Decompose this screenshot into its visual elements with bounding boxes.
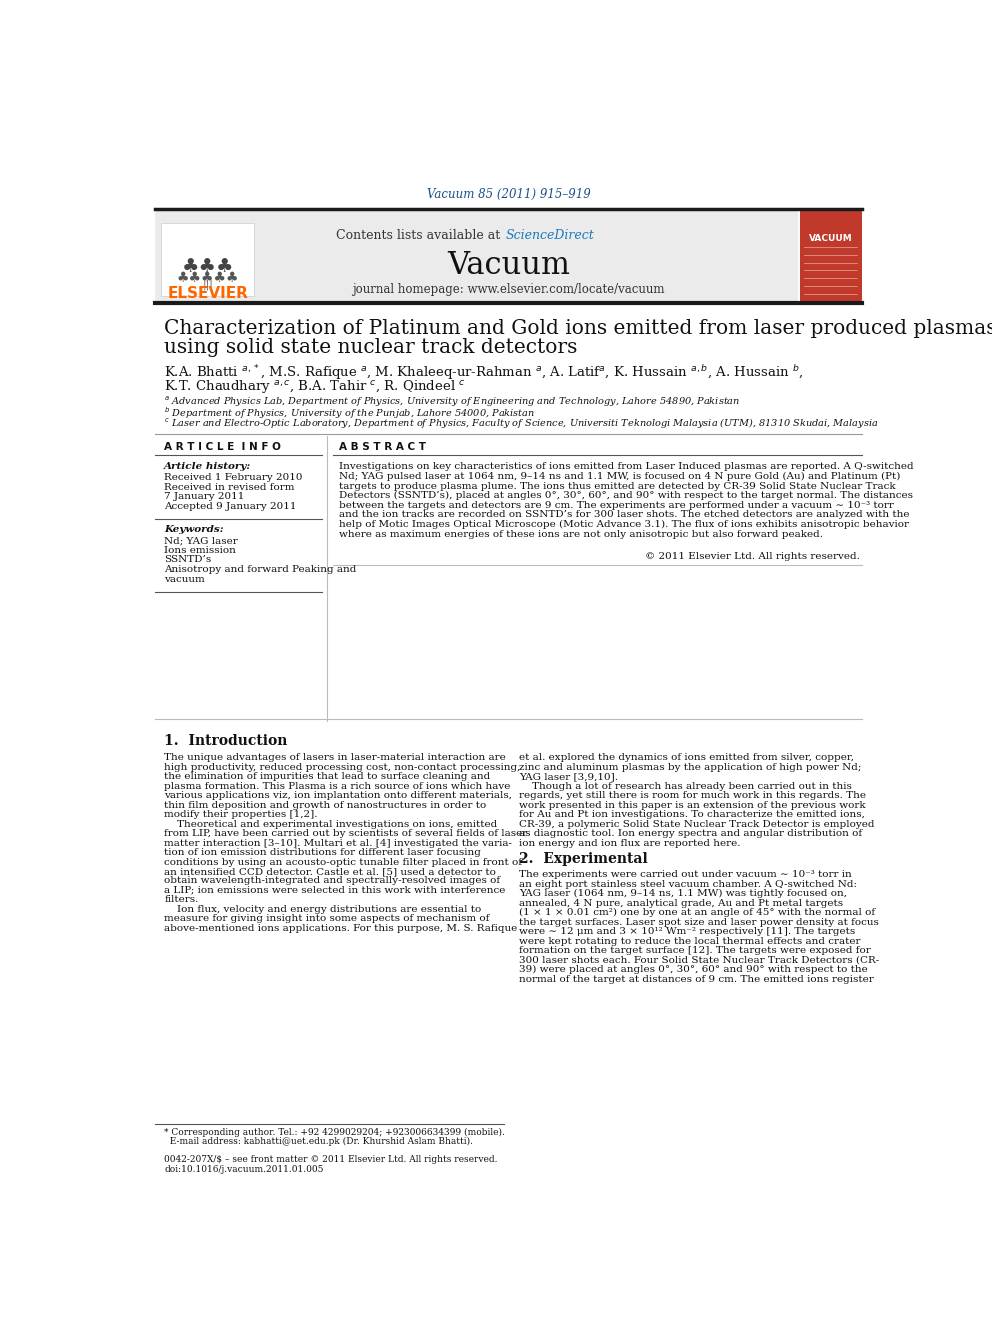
- FancyBboxPatch shape: [800, 209, 862, 302]
- Text: E-mail address: kabhatti@uet.edu.pk (Dr. Khurshid Aslam Bhatti).: E-mail address: kabhatti@uet.edu.pk (Dr.…: [165, 1136, 473, 1146]
- Text: ELSEVIER: ELSEVIER: [168, 286, 248, 302]
- Text: and the ion tracks are recorded on SSNTD’s for 300 laser shots. The etched detec: and the ion tracks are recorded on SSNTD…: [338, 511, 910, 520]
- Text: et al. explored the dynamics of ions emitted from silver, copper,: et al. explored the dynamics of ions emi…: [519, 753, 854, 762]
- Text: YAG laser [3,9,10].: YAG laser [3,9,10].: [519, 773, 618, 782]
- Text: Investigations on key characteristics of ions emitted from Laser Induced plasmas: Investigations on key characteristics of…: [338, 462, 914, 471]
- Text: |||: |||: [202, 279, 213, 290]
- Text: targets to produce plasma plume. The ions thus emitted are detected by CR-39 Sol: targets to produce plasma plume. The ion…: [338, 482, 896, 491]
- Text: 39) were placed at angles 0°, 30°, 60° and 90° with respect to the: 39) were placed at angles 0°, 30°, 60° a…: [519, 964, 868, 974]
- Text: (1 × 1 × 0.01 cm²) one by one at an angle of 45° with the normal of: (1 × 1 × 0.01 cm²) one by one at an angl…: [519, 908, 875, 917]
- Text: Received in revised form: Received in revised form: [165, 483, 295, 492]
- Text: formation on the target surface [12]. The targets were exposed for: formation on the target surface [12]. Th…: [519, 946, 871, 955]
- Text: thin film deposition and growth of nanostructures in order to: thin film deposition and growth of nanos…: [165, 800, 486, 810]
- Text: Ion flux, velocity and energy distributions are essential to: Ion flux, velocity and energy distributi…: [165, 905, 481, 914]
- Text: an intensified CCD detector. Castle et al. [5] used a detector to: an intensified CCD detector. Castle et a…: [165, 867, 496, 876]
- Text: ScienceDirect: ScienceDirect: [505, 229, 594, 242]
- Text: the elimination of impurities that lead to surface cleaning and: the elimination of impurities that lead …: [165, 773, 491, 782]
- Text: K.T. Chaudhary $^{a,c}$, B.A. Tahir $^{c}$, R. Qindeel $^{c}$: K.T. Chaudhary $^{a,c}$, B.A. Tahir $^{c…: [165, 378, 466, 396]
- Text: Vacuum 85 (2011) 915–919: Vacuum 85 (2011) 915–919: [427, 188, 590, 201]
- Text: plasma formation. This Plasma is a rich source of ions which have: plasma formation. This Plasma is a rich …: [165, 782, 511, 791]
- Text: high productivity, reduced processing cost, non-contact processing,: high productivity, reduced processing co…: [165, 763, 521, 771]
- Text: Nd; YAG pulsed laser at 1064 nm, 9–14 ns and 1.1 MW, is focused on 4 N pure Gold: Nd; YAG pulsed laser at 1064 nm, 9–14 ns…: [338, 472, 900, 482]
- Text: Detectors (SSNTD’s), placed at angles 0°, 30°, 60°, and 90° with respect to the : Detectors (SSNTD’s), placed at angles 0°…: [338, 491, 913, 500]
- Text: zinc and aluminum plasmas by the application of high power Nd;: zinc and aluminum plasmas by the applica…: [519, 763, 862, 771]
- Text: the target surfaces. Laser spot size and laser power density at focus: the target surfaces. Laser spot size and…: [519, 918, 879, 926]
- Text: The unique advantages of lasers in laser-material interaction are: The unique advantages of lasers in laser…: [165, 753, 506, 762]
- Text: modify their properties [1,2].: modify their properties [1,2].: [165, 810, 317, 819]
- Text: were ∼ 12 μm and 3 × 10¹² Wm⁻² respectively [11]. The targets: were ∼ 12 μm and 3 × 10¹² Wm⁻² respectiv…: [519, 927, 855, 937]
- Text: where as maximum energies of these ions are not only anisotropic but also forwar: where as maximum energies of these ions …: [338, 529, 822, 538]
- Text: help of Motic Images Optical Microscope (Motic Advance 3.1). The flux of ions ex: help of Motic Images Optical Microscope …: [338, 520, 909, 529]
- Text: ♣♣♣♣♣: ♣♣♣♣♣: [177, 271, 239, 286]
- Text: using solid state nuclear track detectors: using solid state nuclear track detector…: [165, 337, 577, 357]
- Text: Ions emission: Ions emission: [165, 546, 236, 554]
- Text: * Corresponding author. Tel.: +92 4299029204; +923006634399 (mobile).: * Corresponding author. Tel.: +92 429902…: [165, 1127, 505, 1136]
- Text: Though a lot of research has already been carried out in this: Though a lot of research has already bee…: [519, 782, 852, 791]
- Text: Received 1 February 2010: Received 1 February 2010: [165, 474, 303, 482]
- Text: ion energy and ion flux are reported here.: ion energy and ion flux are reported her…: [519, 839, 741, 848]
- Text: CR-39, a polymeric Solid State Nuclear Track Detector is employed: CR-39, a polymeric Solid State Nuclear T…: [519, 820, 875, 828]
- Text: Anisotropy and forward Peaking and: Anisotropy and forward Peaking and: [165, 565, 357, 574]
- Text: Nd; YAG laser: Nd; YAG laser: [165, 536, 238, 545]
- Text: $^{a}$ Advanced Physics Lab, Department of Physics, University of Engineering an: $^{a}$ Advanced Physics Lab, Department …: [165, 394, 741, 409]
- Text: The experiments were carried out under vacuum ∼ 10⁻³ torr in: The experiments were carried out under v…: [519, 871, 852, 880]
- Text: K.A. Bhatti $^{a,*}$, M.S. Rafique $^{a}$, M. Khaleeq-ur-Rahman $^{a}$, A. Latif: K.A. Bhatti $^{a,*}$, M.S. Rafique $^{a}…: [165, 364, 804, 382]
- FancyBboxPatch shape: [161, 222, 254, 296]
- Text: Theoretical and experimental investigations on ions, emitted: Theoretical and experimental investigati…: [165, 820, 498, 828]
- Text: Article history:: Article history:: [165, 462, 252, 471]
- Text: from LIP, have been carried out by scientists of several fields of laser: from LIP, have been carried out by scien…: [165, 830, 528, 837]
- Text: obtain wavelength-integrated and spectrally-resolved images of: obtain wavelength-integrated and spectra…: [165, 876, 500, 885]
- Text: normal of the target at distances of 9 cm. The emitted ions register: normal of the target at distances of 9 c…: [519, 975, 874, 983]
- Text: SSNTD’s: SSNTD’s: [165, 556, 211, 565]
- Text: 7 January 2011: 7 January 2011: [165, 492, 245, 501]
- Text: YAG laser (1064 nm, 9–14 ns, 1.1 MW) was tightly focused on,: YAG laser (1064 nm, 9–14 ns, 1.1 MW) was…: [519, 889, 847, 898]
- Text: Characterization of Platinum and Gold ions emitted from laser produced plasmas: Characterization of Platinum and Gold io…: [165, 319, 992, 337]
- Text: between the targets and detectors are 9 cm. The experiments are performed under : between the targets and detectors are 9 …: [338, 501, 894, 509]
- Text: work presented in this paper is an extension of the previous work: work presented in this paper is an exten…: [519, 800, 866, 810]
- Text: 300 laser shots each. Four Solid State Nuclear Track Detectors (CR-: 300 laser shots each. Four Solid State N…: [519, 955, 880, 964]
- Text: an eight port stainless steel vacuum chamber. A Q-switched Nd:: an eight port stainless steel vacuum cha…: [519, 880, 857, 889]
- Text: conditions by using an acousto-optic tunable filter placed in front of: conditions by using an acousto-optic tun…: [165, 857, 523, 867]
- Text: tion of ion emission distributions for different laser focusing: tion of ion emission distributions for d…: [165, 848, 481, 857]
- Text: VACUUM: VACUUM: [808, 234, 853, 242]
- Text: 0042-207X/$ – see front matter © 2011 Elsevier Ltd. All rights reserved.: 0042-207X/$ – see front matter © 2011 El…: [165, 1155, 498, 1164]
- Text: Accepted 9 January 2011: Accepted 9 January 2011: [165, 501, 297, 511]
- Text: a LIP; ion emissions were selected in this work with interference: a LIP; ion emissions were selected in th…: [165, 886, 506, 894]
- Text: © 2011 Elsevier Ltd. All rights reserved.: © 2011 Elsevier Ltd. All rights reserved…: [646, 552, 860, 561]
- Text: doi:10.1016/j.vacuum.2011.01.005: doi:10.1016/j.vacuum.2011.01.005: [165, 1164, 323, 1174]
- Text: $^{b}$ Department of Physics, University of the Punjab, Lahore 54000, Pakistan: $^{b}$ Department of Physics, University…: [165, 405, 536, 421]
- Text: ♣♣♣: ♣♣♣: [182, 257, 234, 277]
- Text: regards, yet still there is room for much work in this regards. The: regards, yet still there is room for muc…: [519, 791, 866, 800]
- Text: Vacuum: Vacuum: [447, 250, 569, 280]
- Text: measure for giving insight into some aspects of mechanism of: measure for giving insight into some asp…: [165, 914, 490, 923]
- Text: above-mentioned ions applications. For this purpose, M. S. Rafique: above-mentioned ions applications. For t…: [165, 923, 518, 933]
- Text: Keywords:: Keywords:: [165, 525, 224, 534]
- Text: 1.  Introduction: 1. Introduction: [165, 734, 288, 747]
- Text: A R T I C L E  I N F O: A R T I C L E I N F O: [165, 442, 281, 451]
- FancyBboxPatch shape: [155, 209, 799, 302]
- Text: matter interaction [3–10]. Multari et al. [4] investigated the varia-: matter interaction [3–10]. Multari et al…: [165, 839, 512, 848]
- Text: various applications viz, ion implantation onto different materials,: various applications viz, ion implantati…: [165, 791, 512, 800]
- Text: annealed, 4 N pure, analytical grade, Au and Pt metal targets: annealed, 4 N pure, analytical grade, Au…: [519, 898, 843, 908]
- Text: vacuum: vacuum: [165, 574, 205, 583]
- Text: $^{c}$ Laser and Electro-Optic Laboratory, Department of Physics, Faculty of Sci: $^{c}$ Laser and Electro-Optic Laborator…: [165, 417, 879, 431]
- Text: were kept rotating to reduce the local thermal effects and crater: were kept rotating to reduce the local t…: [519, 937, 861, 946]
- Text: journal homepage: www.elsevier.com/locate/vacuum: journal homepage: www.elsevier.com/locat…: [352, 283, 665, 296]
- Text: A B S T R A C T: A B S T R A C T: [338, 442, 426, 451]
- Text: as diagnostic tool. Ion energy spectra and angular distribution of: as diagnostic tool. Ion energy spectra a…: [519, 830, 862, 837]
- Text: 2.  Experimental: 2. Experimental: [519, 852, 648, 867]
- Text: Contents lists available at: Contents lists available at: [335, 229, 504, 242]
- Text: filters.: filters.: [165, 896, 198, 905]
- Text: for Au and Pt ion investigations. To characterize the emitted ions,: for Au and Pt ion investigations. To cha…: [519, 810, 865, 819]
